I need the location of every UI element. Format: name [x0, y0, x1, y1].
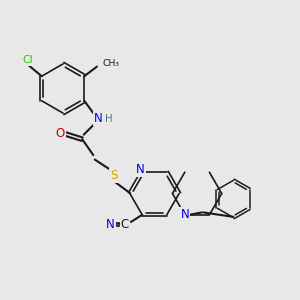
Text: N: N	[94, 112, 103, 125]
Text: N: N	[136, 163, 145, 176]
Text: CH₃: CH₃	[103, 59, 120, 68]
Text: O: O	[56, 127, 64, 140]
Text: Cl: Cl	[22, 55, 33, 65]
Text: H: H	[105, 114, 112, 124]
Text: C: C	[121, 218, 129, 231]
Text: N: N	[106, 218, 115, 231]
Text: N: N	[180, 208, 189, 221]
Text: S: S	[110, 169, 118, 182]
